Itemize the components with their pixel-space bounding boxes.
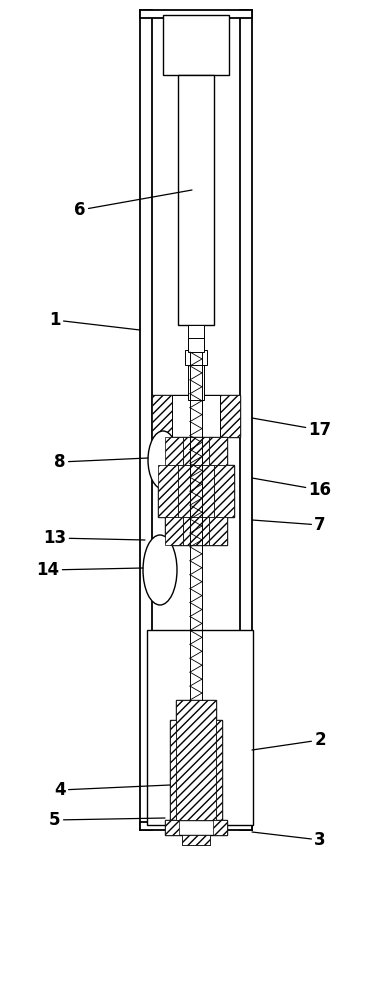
Bar [165,820,227,835]
Bar [214,465,234,517]
Text: 4: 4 [54,781,170,799]
Bar [165,437,183,465]
Text: 17: 17 [252,418,332,439]
Bar [220,395,240,437]
Bar [140,822,252,830]
Text: 6: 6 [74,190,192,219]
Bar [183,517,209,545]
Text: 1: 1 [49,311,140,330]
Bar [216,720,222,820]
Bar [158,465,178,517]
Bar [178,465,214,517]
Bar [188,338,204,352]
Text: 14: 14 [36,561,143,579]
Bar [209,517,227,545]
Text: 5: 5 [49,811,165,829]
Bar [182,835,210,845]
Ellipse shape [143,535,177,605]
Bar [147,630,253,825]
Bar [182,835,210,845]
Text: 2: 2 [252,731,326,750]
Bar [209,437,227,465]
Bar [172,395,220,437]
Text: 16: 16 [252,478,332,499]
Bar [183,437,209,465]
Bar [178,75,214,325]
Bar [170,720,222,820]
Bar [152,395,172,437]
Text: 3: 3 [252,831,326,849]
Bar [213,820,227,835]
Bar [140,10,152,830]
Bar [176,700,216,820]
Text: 8: 8 [54,453,148,471]
Bar [178,465,214,517]
Bar [176,700,216,820]
Bar [188,325,204,400]
Text: 13: 13 [44,529,145,547]
Bar [165,820,179,835]
Bar [165,517,183,545]
Bar [170,720,176,820]
Bar [163,15,229,75]
Bar [240,10,252,830]
Bar [140,10,252,18]
Bar [183,517,209,545]
Bar [165,437,227,465]
Bar [158,465,234,517]
Ellipse shape [148,431,178,489]
Text: 7: 7 [252,516,326,534]
Bar [152,395,240,437]
Bar [185,350,207,365]
Bar [165,517,227,545]
Bar [183,437,209,465]
